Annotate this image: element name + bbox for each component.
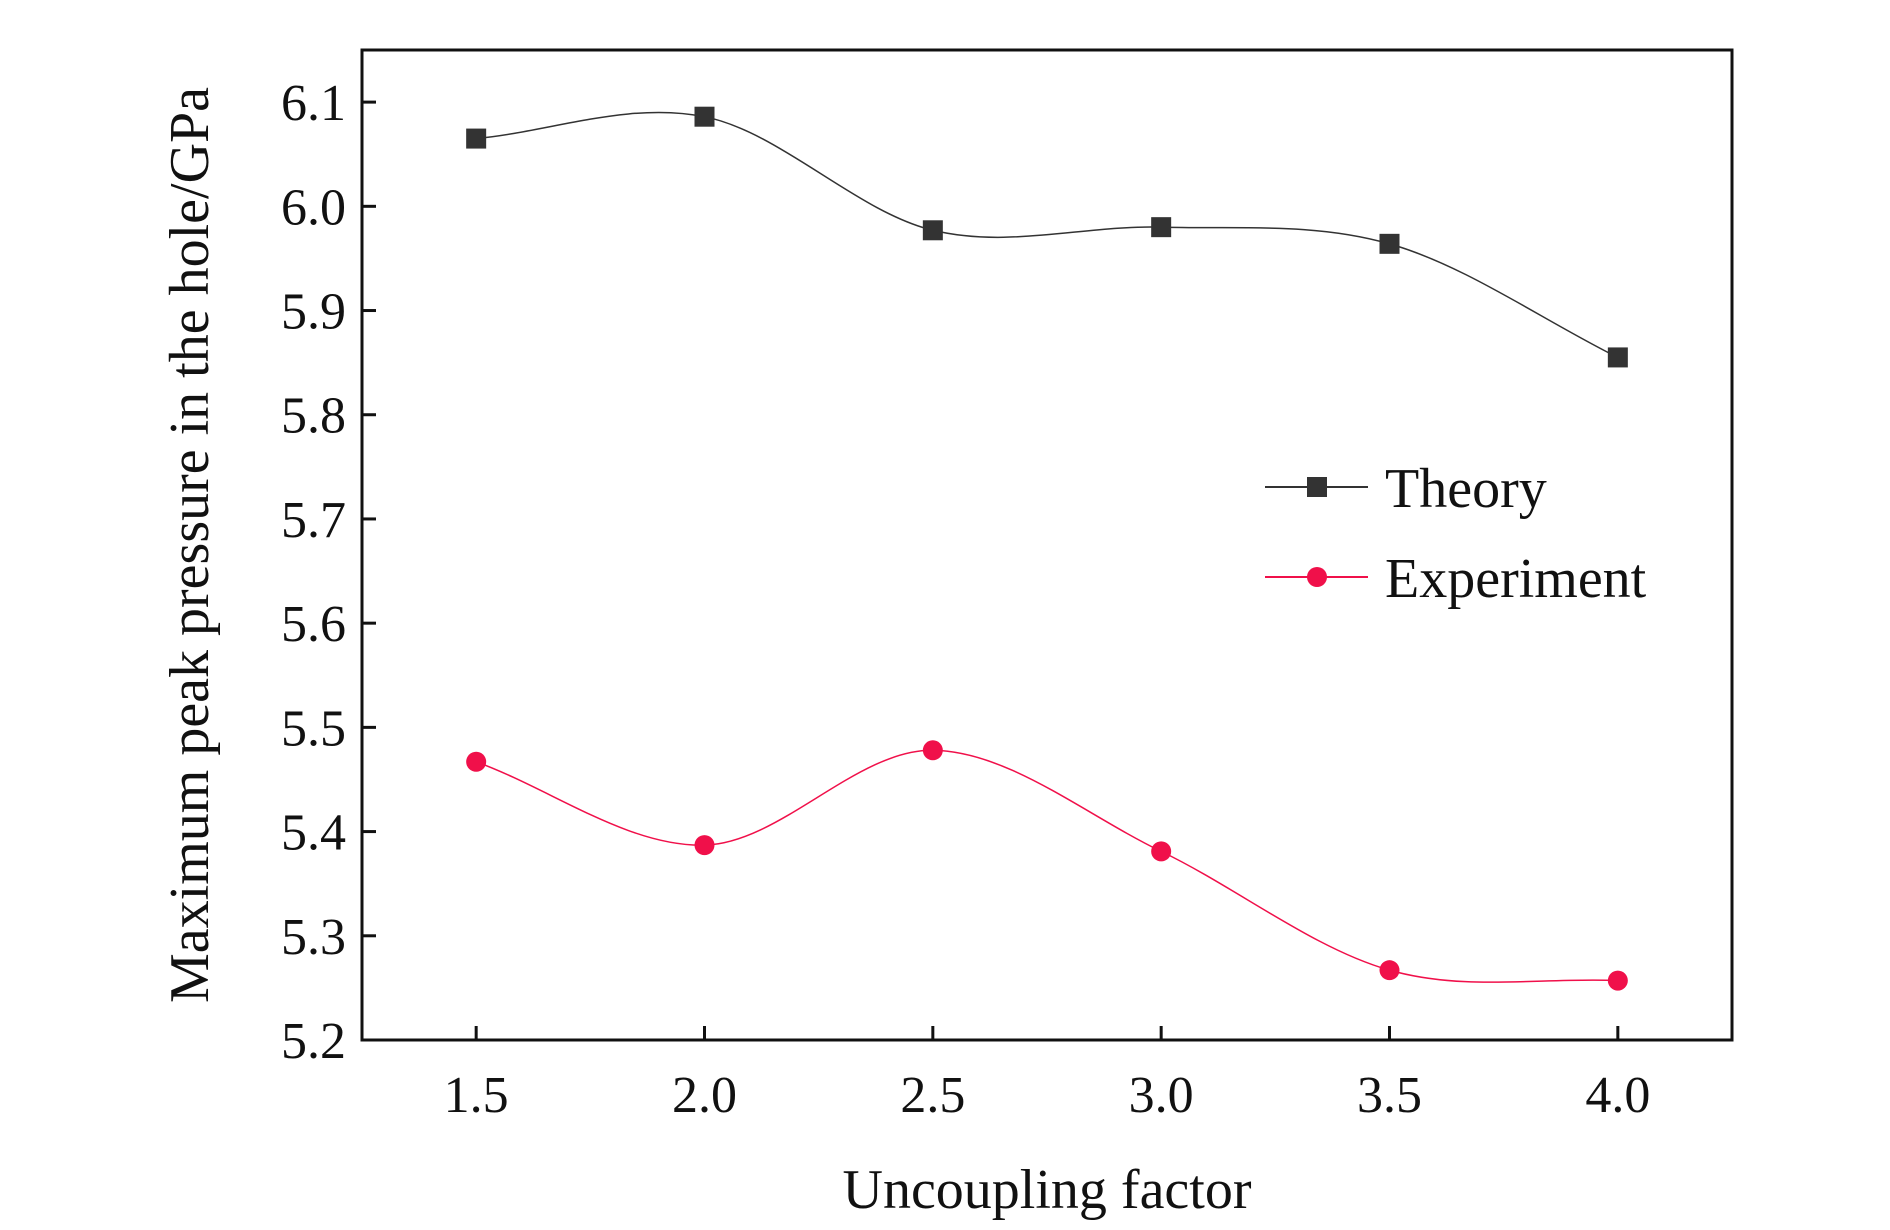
legend-marker-theory <box>1307 477 1327 497</box>
data-point-theory <box>1379 233 1400 254</box>
data-point-theory <box>922 220 943 241</box>
data-point-experiment <box>922 740 943 761</box>
legend-item-theory: Theory <box>1265 458 1547 520</box>
y-tick-label: 5.4 <box>281 805 346 862</box>
y-tick-label: 6.0 <box>281 179 346 236</box>
data-point-theory <box>1151 217 1172 238</box>
series-markers <box>466 106 1628 991</box>
data-point-experiment <box>694 835 715 856</box>
series-line-experiment <box>475 749 1618 983</box>
series-lines <box>475 111 1619 983</box>
y-axis-ticks: 5.2 5.3 5.4 5.5 5.6 5.7 5.8 5.9 6.0 6.1 <box>281 75 376 1070</box>
y-axis-title: Maximum peak pressure in the hole/GPa <box>159 87 221 1003</box>
y-tick-label: 5.8 <box>281 388 346 445</box>
data-point-theory <box>694 106 715 127</box>
y-tick-label: 5.7 <box>281 492 346 549</box>
legend-label-experiment: Experiment <box>1385 548 1647 610</box>
data-point-experiment <box>466 751 487 772</box>
plot-frame <box>360 48 1734 1042</box>
y-tick-label: 5.3 <box>281 909 346 966</box>
x-tick-label: 2.0 <box>672 1067 737 1124</box>
y-tick-label: 5.2 <box>281 1013 346 1070</box>
data-point-experiment <box>1607 970 1628 991</box>
data-point-theory <box>466 128 487 149</box>
x-tick-label: 4.0 <box>1585 1067 1650 1124</box>
legend: Theory Experiment <box>1265 458 1647 610</box>
x-axis-ticks: 1.5 2.0 2.5 3.0 3.5 4.0 <box>444 1026 1650 1124</box>
series-line-theory <box>476 111 1619 359</box>
data-point-experiment <box>1151 841 1172 862</box>
legend-marker-experiment <box>1307 567 1327 587</box>
y-tick-label: 5.9 <box>281 284 346 341</box>
x-tick-label: 3.0 <box>1129 1067 1194 1124</box>
y-tick-label: 6.1 <box>281 75 346 132</box>
y-tick-label: 5.5 <box>281 700 346 757</box>
x-tick-label: 2.5 <box>900 1067 965 1124</box>
x-tick-label: 3.5 <box>1357 1067 1422 1124</box>
x-axis-title: Uncoupling factor <box>843 1159 1252 1221</box>
legend-label-theory: Theory <box>1385 458 1547 520</box>
y-tick-label: 5.6 <box>281 596 346 653</box>
x-tick-label: 1.5 <box>444 1067 509 1124</box>
legend-item-experiment: Experiment <box>1265 548 1647 610</box>
data-point-experiment <box>1379 960 1400 981</box>
data-point-theory <box>1607 347 1628 368</box>
